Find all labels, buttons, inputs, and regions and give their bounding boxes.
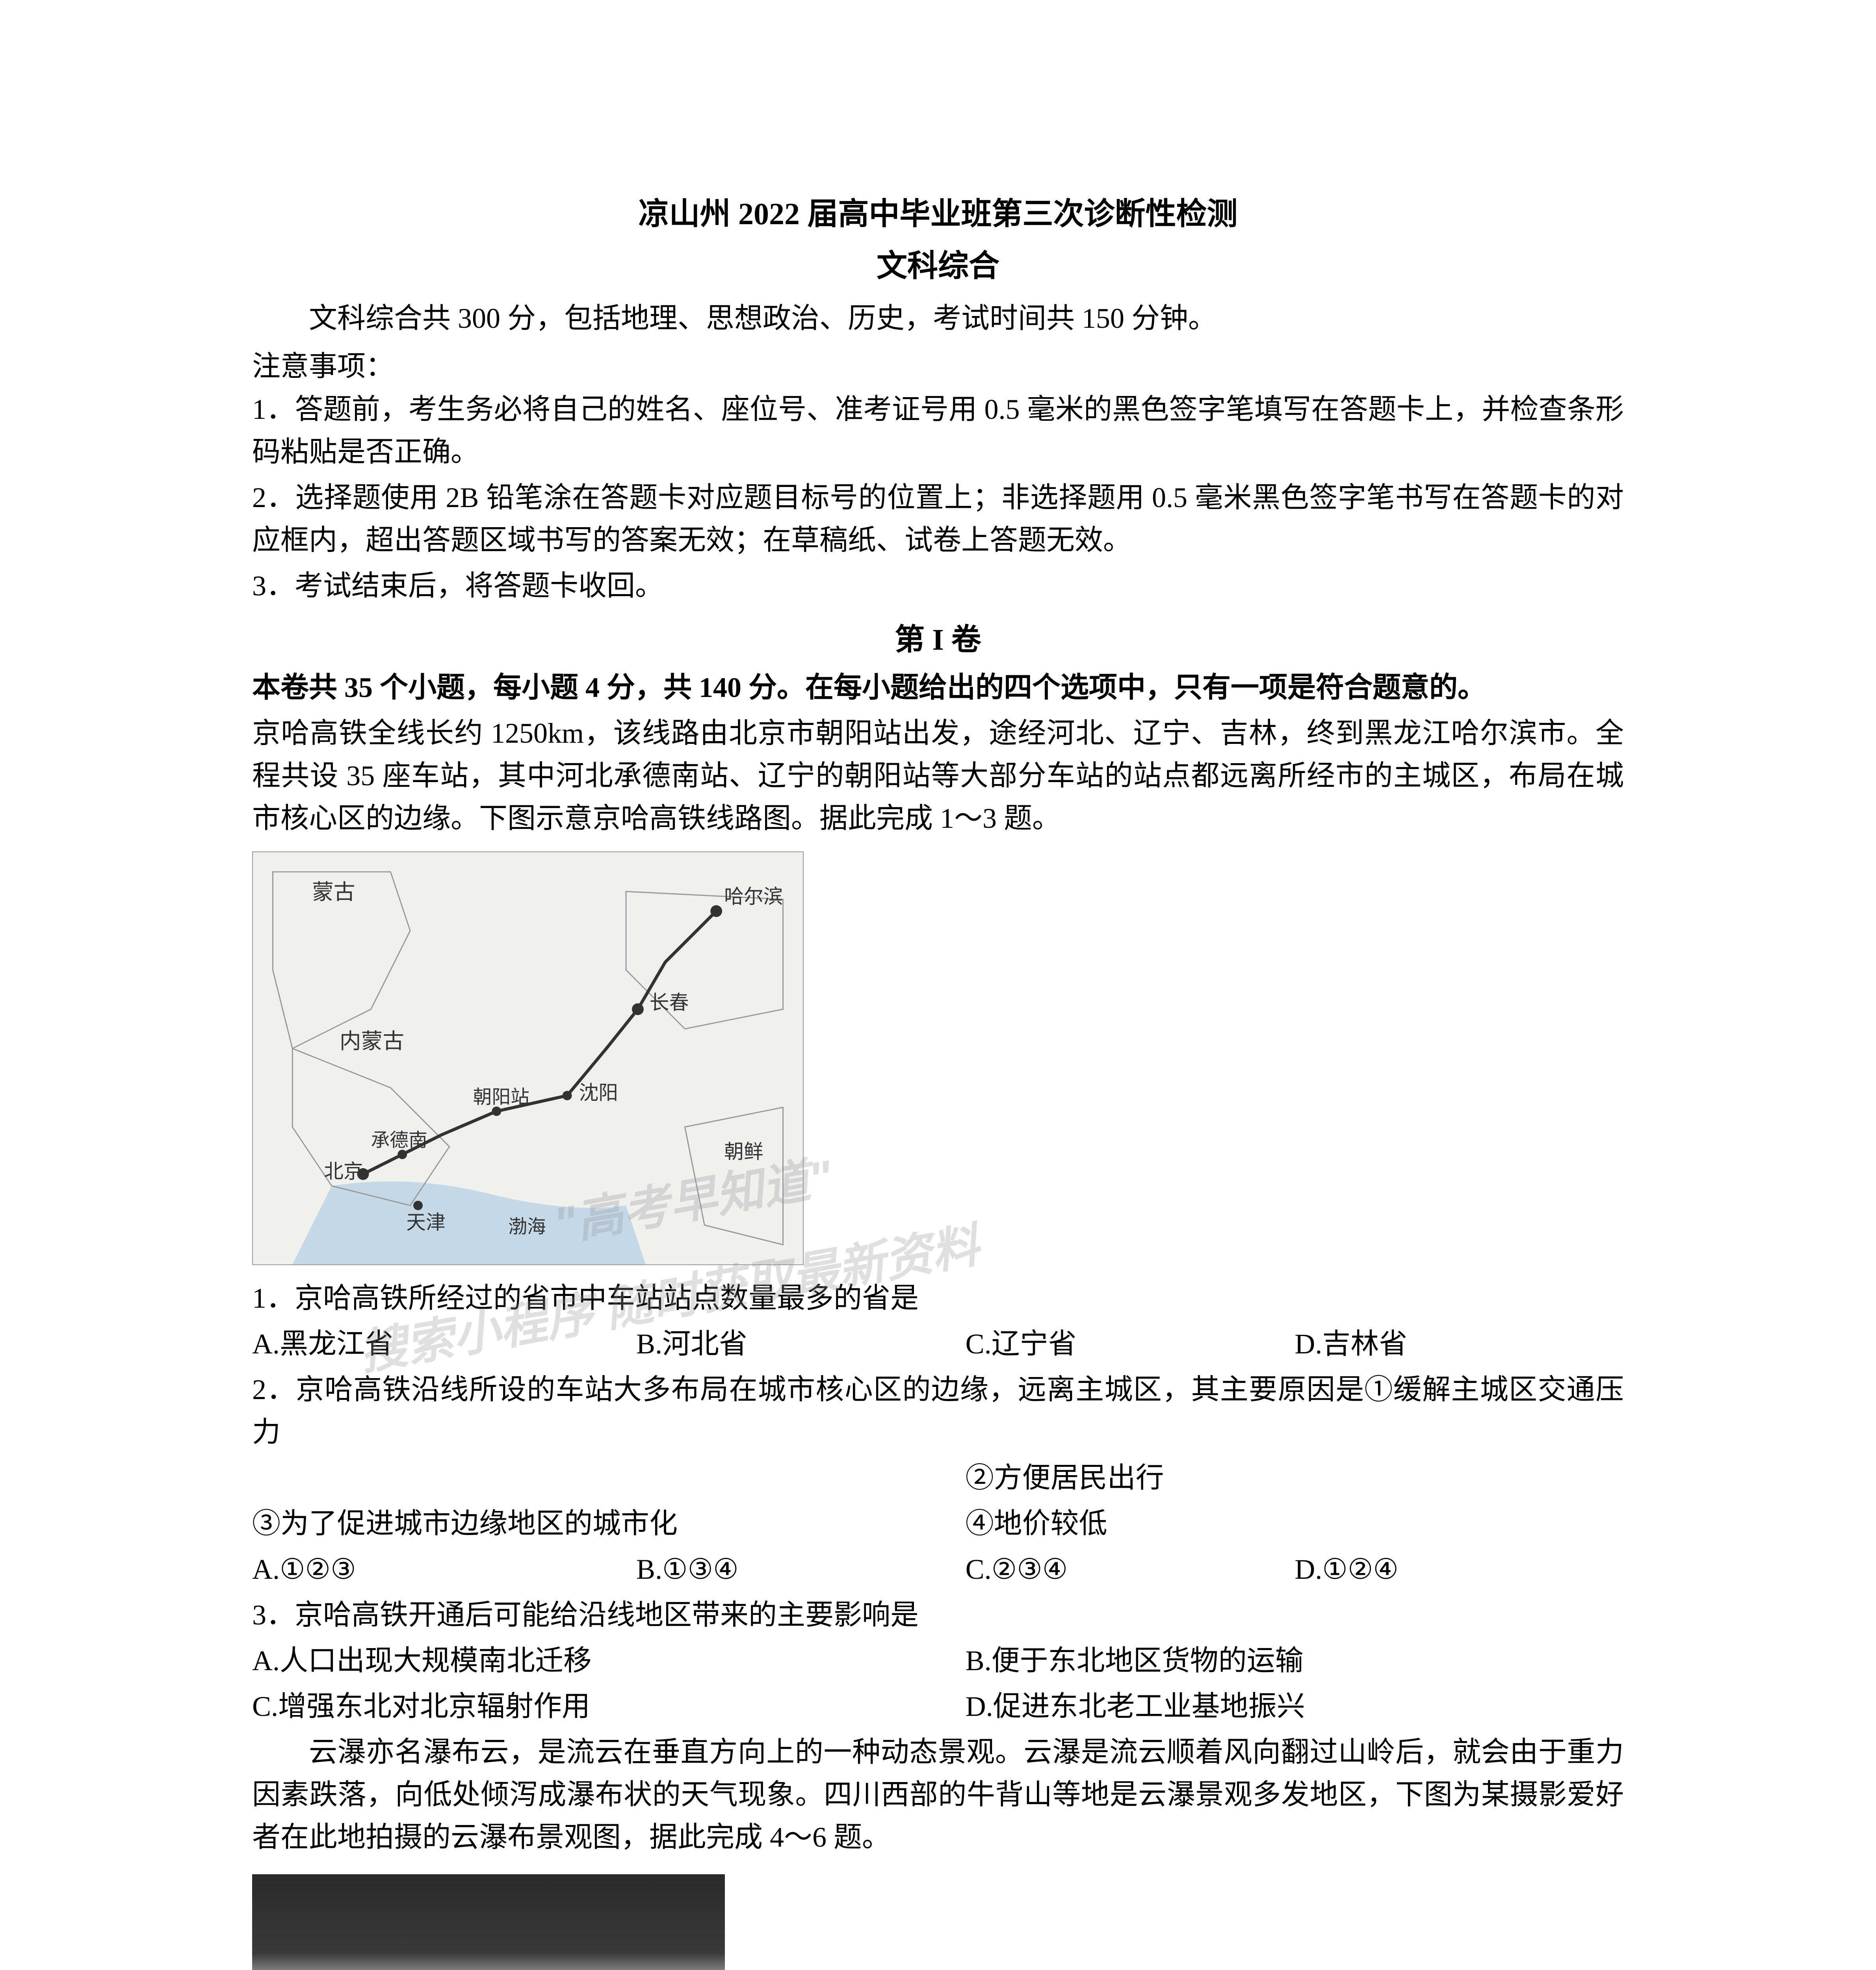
map-label-tianjin: 天津 xyxy=(406,1212,446,1233)
q3-option-b: B.便于东北地区货物的运输 xyxy=(966,1639,1624,1682)
map-label-inner-mongolia: 内蒙古 xyxy=(340,1029,404,1053)
cloud-waterfall-photo xyxy=(252,1874,725,1970)
exam-title-main: 凉山州 2022 届高中毕业班第三次诊断性检测 xyxy=(252,189,1624,233)
q1-option-b: B.河北省 xyxy=(636,1323,966,1365)
q3-option-c: C.增强东北对北京辐射作用 xyxy=(252,1685,966,1728)
passage-1-text: 京哈高铁全线长约 1250km，该线路由北京市朝阳站出发，途经河北、辽宁、吉林，… xyxy=(252,712,1624,840)
q2-option-a: A.①②③ xyxy=(252,1548,636,1591)
map-label-shenyang: 沈阳 xyxy=(579,1082,619,1104)
map-label-mongolia: 蒙古 xyxy=(312,880,355,904)
q2-sub-options-1: ②方便居民出行 xyxy=(252,1457,1624,1499)
q3-option-a: A.人口出现大规模南北迁移 xyxy=(252,1639,966,1682)
q3-option-d: D.促进东北老工业基地振兴 xyxy=(966,1685,1624,1728)
q2-opt2: ②方便居民出行 xyxy=(966,1457,1624,1499)
q1-option-d: D.吉林省 xyxy=(1295,1323,1624,1365)
exam-intro: 文科综合共 300 分，包括地理、思想政治、历史，考试时间共 150 分钟。 xyxy=(252,297,1624,340)
section-1-instruction: 本卷共 35 个小题，每小题 4 分，共 140 分。在每小题给出的四个选项中，… xyxy=(252,666,1624,709)
q3-options-row1: A.人口出现大规模南北迁移 B.便于东北地区货物的运输 xyxy=(252,1639,1624,1682)
map-label-changchun: 长春 xyxy=(650,992,689,1013)
q1-option-c: C.辽宁省 xyxy=(966,1323,1295,1365)
q2-stem: 2．京哈高铁沿线所设的车站大多布局在城市核心区的边缘，远离主城区，其主要原因是①… xyxy=(252,1368,1624,1453)
notice-item-1: 1．答题前，考生务必将自己的姓名、座位号、准考证号用 0.5 毫米的黑色签字笔填… xyxy=(252,388,1624,473)
notice-item-2: 2．选择题使用 2B 铅笔涂在答题卡对应题目标号的位置上；非选择题用 0.5 毫… xyxy=(252,476,1624,561)
map-label-harbin: 哈尔滨 xyxy=(724,886,783,908)
map-label-beijing: 北京 xyxy=(324,1161,363,1182)
notice-label: 注意事项： xyxy=(252,343,1624,384)
q1-stem: 1．京哈高铁所经过的省市中车站站点数量最多的省是 xyxy=(252,1277,1624,1320)
exam-title-sub: 文科综合 xyxy=(252,241,1624,285)
map-label-chengde: 承德南 xyxy=(371,1130,427,1151)
q3-stem: 3．京哈高铁开通后可能给沿线地区带来的主要影响是 xyxy=(252,1594,1624,1636)
section-1-title: 第 I 卷 xyxy=(252,615,1624,658)
q2-sub-options-2: ③为了促进城市边缘地区的城市化 ④地价较低 xyxy=(252,1502,1624,1545)
q2-option-c: C.②③④ xyxy=(966,1548,1295,1591)
railway-map: 蒙古 内蒙古 哈尔滨 长春 沈阳 朝阳站 承德南 北京 天津 渤海 朝鲜 xyxy=(252,851,804,1265)
notice-item-3: 3．考试结束后，将答题卡收回。 xyxy=(252,565,1624,607)
passage-2-text: 云瀑亦名瀑布云，是流云在垂直方向上的一种动态景观。云瀑是流云顺着风向翻过山岭后，… xyxy=(252,1731,1624,1858)
q3-options-row2: C.增强东北对北京辐射作用 D.促进东北老工业基地振兴 xyxy=(252,1685,1624,1728)
q2-opt3: ③为了促进城市边缘地区的城市化 xyxy=(252,1502,966,1545)
q2-options: A.①②③ B.①③④ C.②③④ D.①②④ xyxy=(252,1548,1624,1591)
q2-opt4: ④地价较低 xyxy=(966,1502,1624,1545)
map-label-bohai: 渤海 xyxy=(508,1216,546,1237)
q1-option-a: A.黑龙江省 xyxy=(252,1323,636,1365)
q2-option-b: B.①③④ xyxy=(636,1548,966,1591)
map-label-korea: 朝鲜 xyxy=(724,1141,763,1163)
q1-options: A.黑龙江省 B.河北省 C.辽宁省 D.吉林省 xyxy=(252,1323,1624,1365)
map-label-chaoyang: 朝阳站 xyxy=(473,1087,529,1108)
q2-option-d: D.①②④ xyxy=(1295,1548,1624,1591)
